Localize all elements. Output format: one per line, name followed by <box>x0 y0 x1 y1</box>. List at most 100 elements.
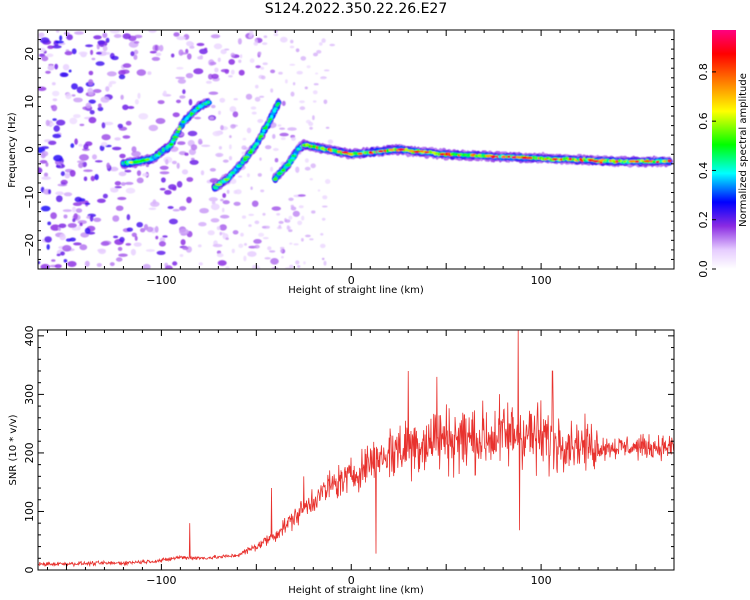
heatmap-cell <box>254 84 259 89</box>
heatmap-cell <box>133 41 140 44</box>
heatmap-cell <box>222 159 229 163</box>
heatmap-cell <box>254 220 260 225</box>
heatmap-cell <box>267 120 271 123</box>
colorbar-tick-label: 0.0 <box>697 260 710 278</box>
heatmap-cell <box>289 264 294 269</box>
y-tick-label: 100 <box>23 501 36 522</box>
heatmap-cell <box>58 223 67 229</box>
heatmap-cell <box>323 99 328 105</box>
heatmap-cell <box>100 96 110 103</box>
heatmap-cell <box>209 116 215 120</box>
heatmap-cell <box>77 224 81 231</box>
heatmap-cell <box>146 226 154 233</box>
heatmap-cell <box>51 82 56 86</box>
heatmap-cell <box>280 36 288 43</box>
heatmap-cell <box>126 214 131 221</box>
heatmap-cell <box>53 154 63 162</box>
heatmap-cell <box>220 214 230 219</box>
heatmap-cell <box>568 157 573 161</box>
heatmap-cell <box>164 190 172 195</box>
heatmap-cell <box>320 77 327 80</box>
heatmap-cell <box>233 98 238 101</box>
heatmap-cell <box>238 59 242 63</box>
heatmap-cell <box>223 178 230 181</box>
heatmap-cell <box>212 130 222 137</box>
heatmap-cell <box>347 153 353 156</box>
heatmap-cell <box>56 119 66 126</box>
heatmap-cell <box>122 104 129 111</box>
heatmap-cell <box>185 73 194 79</box>
heatmap-cell <box>308 121 314 127</box>
heatmap-cell <box>220 49 227 55</box>
heatmap-cell <box>298 205 304 209</box>
heatmap-cell <box>88 92 94 96</box>
heatmap-cell <box>241 151 246 155</box>
heatmap-cell <box>240 232 244 237</box>
heatmap-cell <box>287 127 297 131</box>
heatmap-cell <box>667 159 672 163</box>
heatmap-cell <box>89 215 94 222</box>
heatmap-cell <box>209 168 216 172</box>
heatmap-cell <box>201 144 211 147</box>
heatmap-cell <box>127 106 135 109</box>
heatmap-cell <box>106 71 117 77</box>
heatmap-cell <box>53 125 60 132</box>
heatmap-cell <box>161 177 166 183</box>
heatmap-cell <box>186 196 192 204</box>
heatmap-cell <box>69 117 78 125</box>
heatmap-cell <box>261 75 266 80</box>
heatmap-cell <box>94 174 99 181</box>
heatmap-cell <box>52 118 57 121</box>
heatmap-cell <box>273 33 279 37</box>
heatmap-cell <box>259 95 265 98</box>
heatmap-cell <box>296 70 303 75</box>
heatmap-cell <box>149 50 157 54</box>
heatmap-cell <box>152 199 157 205</box>
heatmap-cell <box>138 113 149 120</box>
heatmap-cell <box>47 221 52 226</box>
heatmap-cell <box>217 57 221 62</box>
spectrogram-x-axis-title: Height of straight line (km) <box>288 285 424 296</box>
heatmap-cell <box>157 100 165 105</box>
heatmap-cell <box>242 137 247 141</box>
heatmap-cell <box>52 90 60 97</box>
heatmap-cell <box>270 166 274 172</box>
heatmap-cell <box>130 51 135 57</box>
heatmap-cell <box>44 172 48 177</box>
heatmap-cell <box>232 230 239 235</box>
heatmap-cell <box>289 45 295 49</box>
heatmap-cell <box>181 120 186 124</box>
heatmap-cell <box>186 177 194 182</box>
colorbar-tick-label: 0.8 <box>697 63 710 81</box>
heatmap-cell <box>218 110 221 115</box>
heatmap-cell <box>88 116 97 124</box>
heatmap-cell <box>98 103 102 108</box>
heatmap-cell <box>413 150 420 153</box>
heatmap-cell <box>490 155 497 158</box>
heatmap-cell <box>99 145 105 151</box>
heatmap-cell <box>220 125 224 131</box>
heatmap-cell <box>357 152 363 155</box>
heatmap-cell <box>270 69 276 74</box>
heatmap-cell <box>56 195 63 203</box>
heatmap-cell <box>126 227 133 232</box>
heatmap-cell <box>228 173 233 177</box>
heatmap-cell <box>316 50 322 54</box>
heatmap-cell <box>91 57 96 61</box>
heatmap-cell <box>51 259 56 262</box>
heatmap-cell <box>216 226 221 231</box>
heatmap-cell <box>325 179 331 184</box>
heatmap-cell <box>325 126 330 129</box>
heatmap-cell <box>244 243 247 246</box>
spectrogram-border <box>37 29 675 270</box>
heatmap-cell <box>279 132 289 137</box>
heatmap-cell <box>85 102 92 109</box>
heatmap-cell <box>114 181 122 186</box>
heatmap-cell <box>271 206 281 211</box>
heatmap-cell <box>159 44 164 52</box>
heatmap-cell <box>276 213 281 216</box>
heatmap-cell <box>187 130 198 137</box>
heatmap-cell <box>68 69 72 73</box>
heatmap-cell <box>197 56 203 60</box>
heatmap-cell <box>74 31 84 35</box>
